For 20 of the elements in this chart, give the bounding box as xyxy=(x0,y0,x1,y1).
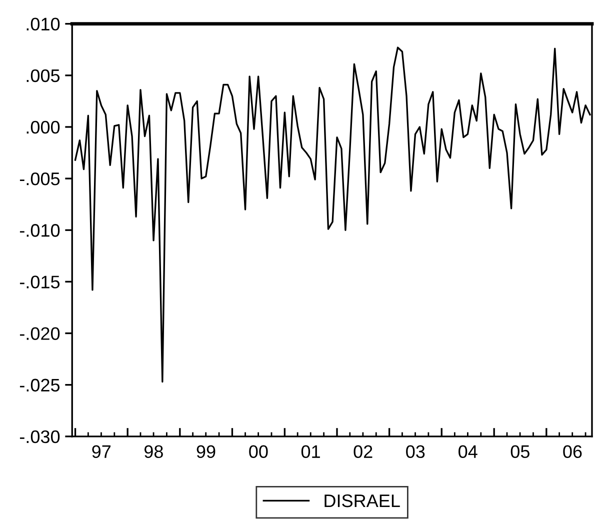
y-tick-label: -.025 xyxy=(20,378,60,392)
x-tick-label: 02 xyxy=(354,445,372,458)
x-tick-label: 06 xyxy=(563,445,582,458)
y-tick-label: -.020 xyxy=(20,327,60,340)
x-tick-label: 04 xyxy=(458,445,478,458)
x-tick-label: 01 xyxy=(301,445,320,458)
x-tick-label: 97 xyxy=(92,445,110,458)
y-tick-label: -.010 xyxy=(20,224,60,237)
y-tick-label: .005 xyxy=(26,69,60,82)
x-tick-label: 03 xyxy=(406,445,425,458)
x-tick-label: 00 xyxy=(249,445,268,458)
y-tick-label: -.005 xyxy=(20,172,60,186)
y-tick-label: .010 xyxy=(26,18,60,31)
x-tick-label: 99 xyxy=(196,445,216,458)
x-tick-label: 05 xyxy=(510,445,530,458)
x-tick-label: 98 xyxy=(144,445,163,458)
y-tick-label: .000 xyxy=(26,120,60,134)
y-tick-label: -.030 xyxy=(20,430,60,444)
legend-label: DISRAEL xyxy=(324,494,400,508)
y-tick-label: -.015 xyxy=(20,276,60,288)
